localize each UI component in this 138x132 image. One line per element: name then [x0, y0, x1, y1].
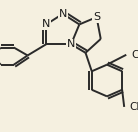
Text: Cl: Cl [130, 102, 138, 112]
Text: N: N [67, 39, 75, 49]
Text: N: N [59, 9, 67, 19]
Text: Cl: Cl [132, 50, 138, 60]
Text: S: S [93, 12, 100, 22]
Text: N: N [42, 19, 50, 29]
